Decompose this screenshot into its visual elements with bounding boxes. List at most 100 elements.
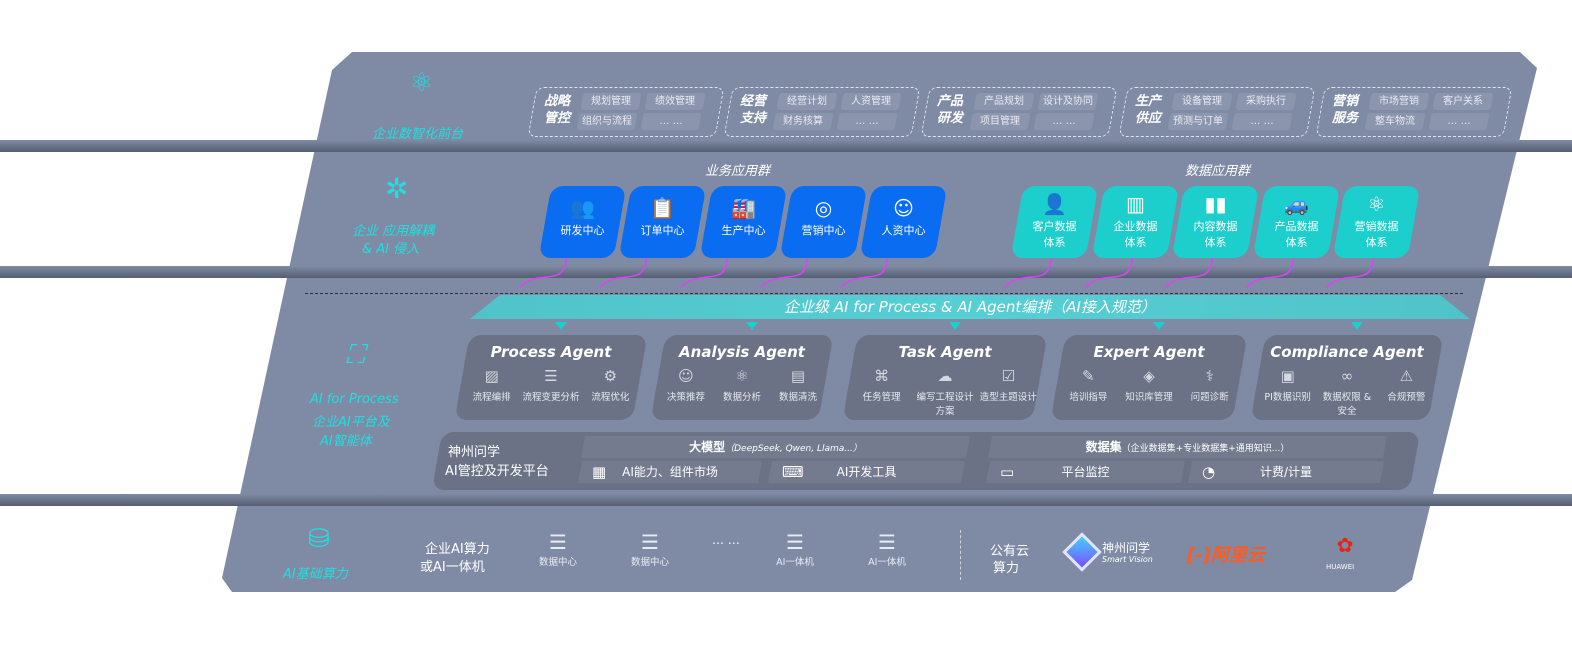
agent-capability[interactable]: ⌘ 任务管理 <box>850 367 913 417</box>
capability-tag[interactable]: 产品规划 <box>975 93 1033 110</box>
tier-label-ai-2: 企业AI平台及 <box>312 415 390 430</box>
platform-cell[interactable]: ▦ AI能力、组件市场 <box>580 461 760 483</box>
vendor-smart-vision-sub: Smart Vision <box>1102 555 1153 564</box>
capability-tag[interactable]: 采购执行 <box>1237 93 1295 110</box>
capability-label: 造型主题设计 <box>979 392 1037 403</box>
agent-capability[interactable]: ⚠ 合规预警 <box>1377 367 1436 417</box>
link-icon: ∞ <box>1340 367 1354 385</box>
down-arrow-icon <box>1153 322 1165 330</box>
capability-tag[interactable]: 经营计划 <box>778 93 836 110</box>
app-label: 营销数据 <box>1354 220 1399 233</box>
agent-capability[interactable]: ∞ 数据权限 & 安全 <box>1318 367 1377 417</box>
business-app-tile[interactable]: ◎ 营销中心 <box>786 186 861 258</box>
dataset-label: 数据集 <box>1085 440 1122 454</box>
business-app-tile[interactable]: 👥 研发中心 <box>545 186 620 258</box>
agent-card[interactable]: Analysis Agent ☺ 决策推荐 ⚛ 数据分析 ▤ 数据清洗 <box>658 335 826 420</box>
agent-capability[interactable]: ▨ 流程编排 <box>462 367 521 403</box>
business-app-tile[interactable]: 🏭 生产中心 <box>706 186 781 258</box>
agent-capability[interactable]: ⚙ 流程优化 <box>581 367 640 403</box>
agent-title: Analysis Agent <box>679 343 805 361</box>
agent-capability[interactable]: ☰ 流程变更分析 <box>522 367 581 403</box>
app-label: 客户数据 <box>1032 220 1077 233</box>
vendor-smart-vision: 神州问学 <box>1102 541 1151 555</box>
capability-label: 流程优化 <box>591 392 630 403</box>
capability-label: PI数据识别 <box>1264 392 1311 403</box>
app-label: 人资中心 <box>881 224 926 237</box>
tier-divider <box>0 140 1572 152</box>
capability-tag[interactable]: 规划管理 <box>582 93 640 110</box>
app-label: 营销中心 <box>801 224 846 237</box>
data-app-tile[interactable]: 🚙 产品数据 体系 <box>1259 186 1334 258</box>
capability-tag[interactable]: 财务核算 <box>774 113 832 130</box>
agent-capability[interactable]: ☑ 造型主题设计 <box>977 367 1040 417</box>
down-arrow-icon <box>1351 322 1363 330</box>
private-compute-label: 企业AI算力 <box>425 542 490 557</box>
server-icon: ☰ <box>549 530 567 554</box>
market-icon: ▦ <box>592 463 607 481</box>
capability-tag[interactable]: 预测与订单 <box>1169 113 1227 130</box>
model-label: 大模型 <box>689 440 726 454</box>
vendor-huawei: HUAWEI <box>1326 563 1355 571</box>
agent-card[interactable]: Expert Agent ✎ 培训指导 ◈ 知识库管理 ⚕ 问题诊断 <box>1058 335 1240 420</box>
app-label-2: 体系 <box>1365 236 1388 249</box>
capability-tag[interactable]: … … <box>1233 113 1291 130</box>
capability-label: 培训指导 <box>1069 392 1108 403</box>
capability-label: 流程变更分析 <box>522 392 580 403</box>
public-cloud-label-2: 算力 <box>993 561 1020 576</box>
ai-orchestration-bar: 企业级 AI for Process & AI Agent编排（AI接入规范） <box>470 295 1470 319</box>
data-app-tile[interactable]: ▥ 企业数据 体系 <box>1098 186 1173 258</box>
platform-cell[interactable]: ◔ 计费/计量 <box>1190 461 1382 483</box>
platform-cell[interactable]: ▭ 平台监控 <box>988 461 1183 483</box>
building-icon: ▥ <box>1126 192 1145 216</box>
server-label: 数据中心 <box>630 557 669 568</box>
capability-tag[interactable]: 客户关系 <box>1434 93 1492 110</box>
agent-card[interactable]: Compliance Agent ▣ PI数据识别 ∞ 数据权限 & 安全 ⚠ 合规预警 <box>1258 335 1436 420</box>
down-arrow-icon <box>555 322 567 330</box>
tier-label-ai: AI for Process <box>310 392 399 407</box>
capability-tag[interactable]: 绩效管理 <box>646 93 704 110</box>
data-app-tile[interactable]: ⚛ 营销数据 体系 <box>1339 186 1414 258</box>
capability-tag[interactable]: … … <box>838 113 896 130</box>
large-model-row: 大模型（DeepSeek, Qwen, Llama...） <box>583 436 968 458</box>
agent-capability[interactable]: ⚛ 数据分析 <box>714 367 769 403</box>
capability-tag[interactable]: 项目管理 <box>971 113 1029 130</box>
agent-capability[interactable]: ☺ 决策推荐 <box>658 367 713 403</box>
capability-tag[interactable]: 市场营销 <box>1370 93 1428 110</box>
data-apps-title: 数据应用群 <box>1185 164 1251 179</box>
agent-card[interactable]: Process Agent ▨ 流程编排 ☰ 流程变更分析 ⚙ 流程优化 <box>462 335 640 420</box>
capability-tag[interactable]: … … <box>1430 113 1488 130</box>
platform-cell[interactable]: ⌨ AI开发工具 <box>770 461 963 483</box>
diagnose-icon: ⚕ <box>1205 367 1214 385</box>
data-app-tile[interactable]: 👤 客户数据 体系 <box>1017 186 1092 258</box>
server-label: AI一体机 <box>776 557 814 568</box>
monitor-icon: ▭ <box>1000 463 1015 481</box>
layers-icon: ◈ <box>1143 367 1155 385</box>
business-app-tile[interactable]: ☺ 人资中心 <box>866 186 941 258</box>
business-app-tile[interactable]: 📋 订单中心 <box>625 186 700 258</box>
capability-tag[interactable]: … … <box>642 113 700 130</box>
tier-label-apps: 企业 应用解耦 <box>352 224 435 239</box>
capability-tag[interactable]: 设计及协同 <box>1039 93 1097 110</box>
capability-label: 编写工程设计方案 <box>916 392 974 417</box>
agent-capability[interactable]: ☁ 编写工程设计方案 <box>914 367 977 417</box>
capability-tag[interactable]: 设备管理 <box>1173 93 1231 110</box>
capability-label: 数据分析 <box>722 392 761 403</box>
agent-capability[interactable]: ✎ 培训指导 <box>1058 367 1118 403</box>
agent-title: Process Agent <box>490 343 612 361</box>
agent-capability[interactable]: ◈ 知识库管理 <box>1119 367 1179 403</box>
data-app-tile[interactable]: ▮▮ 内容数据 体系 <box>1178 186 1253 258</box>
model-sub: （DeepSeek, Qwen, Llama...） <box>725 444 862 454</box>
factory-icon: 🏭 <box>731 196 756 220</box>
capability-tag[interactable]: 组织与流程 <box>578 113 636 130</box>
capability-tag[interactable]: 整车物流 <box>1366 113 1424 130</box>
molecule-icon: ✲ <box>385 172 409 205</box>
server-icon: ☰ <box>641 530 659 554</box>
vendor-aliyun: 阿里云 <box>1210 545 1265 566</box>
agent-capability[interactable]: ▣ PI数据识别 <box>1258 367 1317 417</box>
capability-tag[interactable]: … … <box>1035 113 1093 130</box>
agent-capability[interactable]: ⚕ 问题诊断 <box>1180 367 1240 403</box>
agent-capability[interactable]: ▤ 数据清洗 <box>770 367 825 403</box>
capability-tag[interactable]: 人资管理 <box>842 93 900 110</box>
app-label-2: 体系 <box>1124 236 1147 249</box>
agent-card[interactable]: Task Agent ⌘ 任务管理 ☁ 编写工程设计方案 ☑ 造型主题设计 <box>850 335 1040 420</box>
